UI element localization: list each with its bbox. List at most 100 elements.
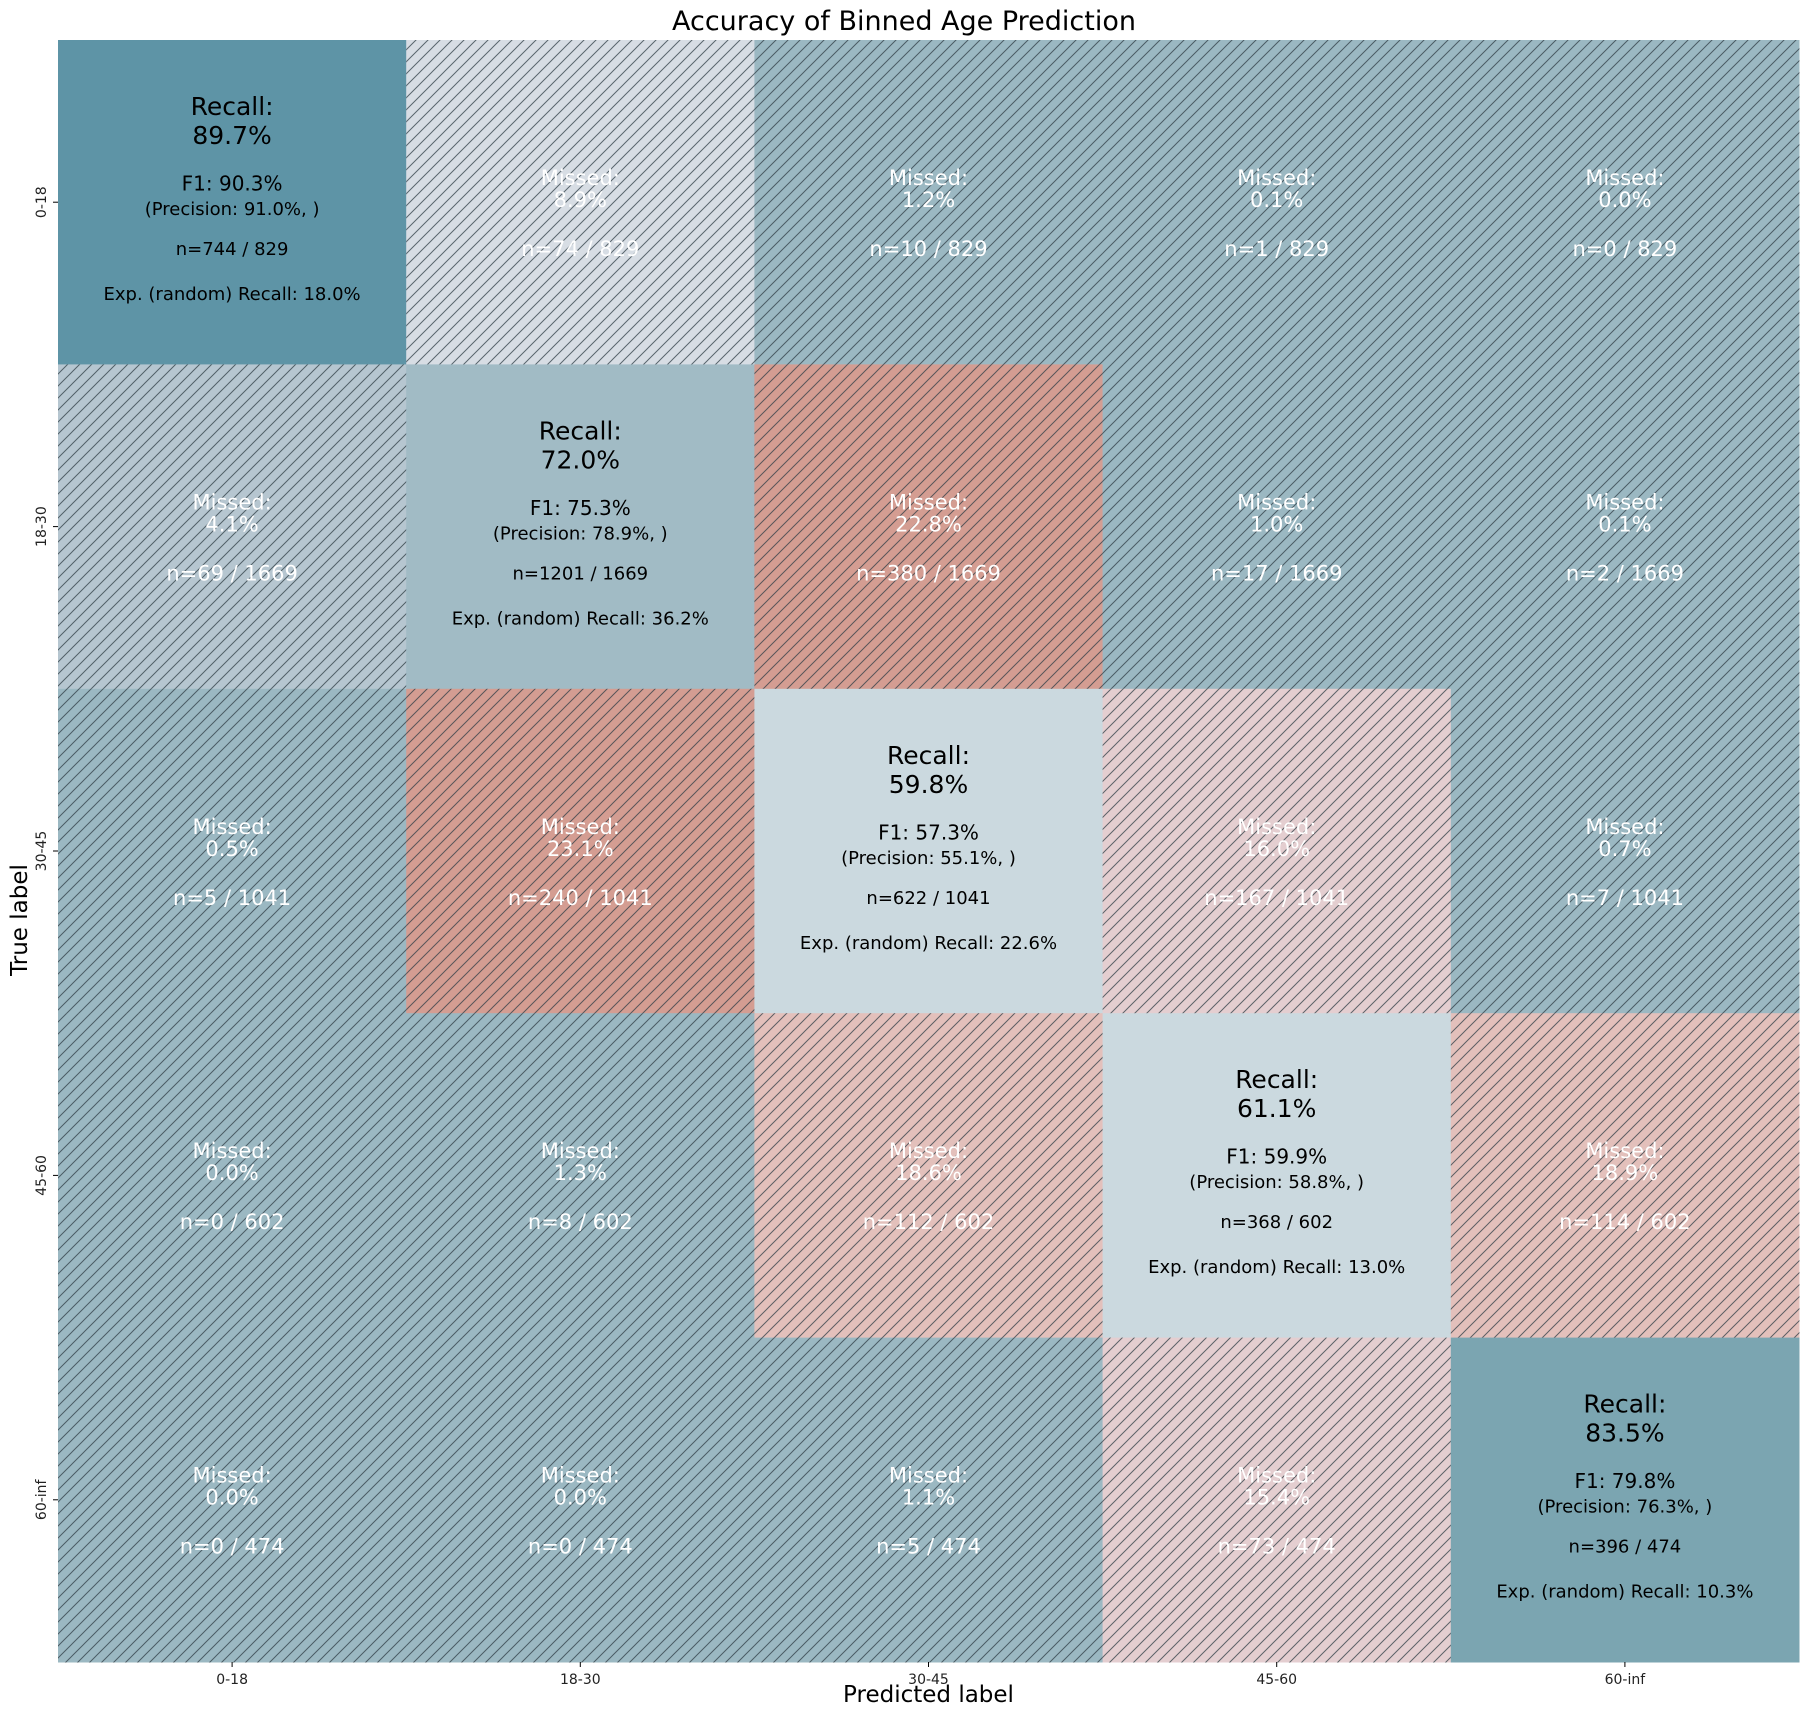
cell-hatch xyxy=(58,688,407,1014)
missed-label: Missed: xyxy=(541,166,620,190)
missed-label: Missed: xyxy=(1585,1139,1664,1163)
count-value: n=240 / 1041 xyxy=(508,886,653,910)
cell-hatch xyxy=(1102,1337,1452,1663)
heatmap-cell: Missed:4.1% n=69 / 1669 xyxy=(58,364,407,690)
cell-hatch xyxy=(406,1013,755,1339)
count-value: n=0 / 829 xyxy=(1573,237,1678,261)
heatmap-cell: Missed:15.4% n=73 / 474 xyxy=(1102,1337,1452,1663)
missed-label: Missed: xyxy=(889,166,968,190)
missed-value: 22.8% xyxy=(895,512,962,536)
count-value: n=5 / 1041 xyxy=(173,886,291,910)
f1-value: F1: 90.3% xyxy=(182,172,283,196)
missed-value: 0.1% xyxy=(1598,512,1651,536)
recall-value: 83.5% xyxy=(1585,1419,1664,1448)
recall-value: 61.1% xyxy=(1237,1094,1316,1123)
cell-hatch xyxy=(406,1337,755,1663)
expected-recall-value: Exp. (random) Recall: 36.2% xyxy=(452,608,709,629)
count-value: n=8 / 602 xyxy=(528,1210,633,1234)
recall-value: 72.0% xyxy=(541,445,620,474)
count-value: n=2 / 1669 xyxy=(1566,561,1684,585)
x-tick-label: 30-45 xyxy=(908,1672,949,1688)
missed-label: Missed: xyxy=(1237,1464,1316,1488)
heatmap-cell: Missed:18.9% n=114 / 602 xyxy=(1450,1013,1800,1339)
recall-label: Recall: xyxy=(887,741,970,770)
missed-label: Missed: xyxy=(1585,490,1664,514)
expected-recall-value: Exp. (random) Recall: 10.3% xyxy=(1496,1582,1753,1603)
count-value: n=5 / 474 xyxy=(876,1535,981,1559)
y-tick-label: 0-18 xyxy=(34,186,50,218)
cell-hatch xyxy=(406,688,755,1014)
x-axis-label: Predicted label xyxy=(843,1682,1014,1708)
missed-label: Missed: xyxy=(541,815,620,839)
cell-hatch xyxy=(58,1013,407,1339)
f1-value: F1: 57.3% xyxy=(878,820,979,844)
missed-value: 0.5% xyxy=(205,837,258,861)
count-value: n=0 / 474 xyxy=(528,1535,633,1559)
missed-value: 23.1% xyxy=(547,837,614,861)
missed-label: Missed: xyxy=(1237,815,1316,839)
missed-label: Missed: xyxy=(193,815,272,839)
count-value: n=10 / 829 xyxy=(869,237,987,261)
missed-value: 0.1% xyxy=(1250,188,1303,212)
recall-label: Recall: xyxy=(1583,1390,1666,1419)
count-value: n=112 / 602 xyxy=(863,1210,995,1234)
missed-value: 4.1% xyxy=(205,512,258,536)
x-tick-label: 60-inf xyxy=(1605,1672,1647,1688)
cell-hatch xyxy=(1450,688,1800,1014)
missed-value: 8.9% xyxy=(554,188,607,212)
missed-value: 0.0% xyxy=(205,1161,258,1185)
count-value: n=74 / 829 xyxy=(521,237,639,261)
heatmap-cell: Missed:1.3% n=8 / 602 xyxy=(406,1013,755,1339)
recall-value: 89.7% xyxy=(192,121,271,150)
cell-hatch xyxy=(1450,40,1800,365)
cell-hatch xyxy=(1450,364,1800,690)
count-value: n=396 / 474 xyxy=(1569,1537,1682,1558)
heatmap-cell: Missed:0.1% n=2 / 1669 xyxy=(1450,364,1800,690)
heatmap-cell: Missed:8.9% n=74 / 829 xyxy=(406,40,755,365)
count-value: n=1201 / 1669 xyxy=(512,563,648,584)
heatmap-cell: Missed:23.1% n=240 / 1041 xyxy=(406,688,755,1014)
count-value: n=622 / 1041 xyxy=(866,888,990,909)
missed-value: 1.2% xyxy=(902,188,955,212)
heatmap-cell: Missed:22.8% n=380 / 1669 xyxy=(754,364,1104,690)
heatmap-cell: Missed:0.7% n=7 / 1041 xyxy=(1450,688,1800,1014)
count-value: n=0 / 602 xyxy=(180,1210,285,1234)
heatmap-cell: Missed:18.6% n=112 / 602 xyxy=(754,1013,1104,1339)
precision-value: (Precision: 78.9%, ) xyxy=(493,523,668,544)
missed-value: 16.0% xyxy=(1243,837,1310,861)
heatmap-cell: Missed:1.2% n=10 / 829 xyxy=(754,40,1104,365)
cell-fill xyxy=(754,688,1104,1014)
heatmap-cell: Missed:1.1% n=5 / 474 xyxy=(754,1337,1104,1663)
count-value: n=0 / 474 xyxy=(180,1535,285,1559)
y-tick-label: 60-inf xyxy=(34,1478,50,1520)
cell-fill xyxy=(58,40,407,365)
missed-label: Missed: xyxy=(193,490,272,514)
cell-hatch xyxy=(58,1337,407,1663)
missed-label: Missed: xyxy=(889,1139,968,1163)
missed-label: Missed: xyxy=(193,1139,272,1163)
cell-hatch xyxy=(754,1013,1104,1339)
heatmap-cell: Missed:0.5% n=5 / 1041 xyxy=(58,688,407,1014)
missed-label: Missed: xyxy=(1237,490,1316,514)
missed-label: Missed: xyxy=(1237,166,1316,190)
x-tick-label: 0-18 xyxy=(216,1672,248,1688)
heatmap-cell: Recall:61.1% F1: 59.9% (Precision: 58.8%, … xyxy=(1102,1013,1452,1339)
y-tick-label: 30-45 xyxy=(34,831,50,872)
missed-value: 1.3% xyxy=(554,1161,607,1185)
heatmap-cell: Missed:0.0% n=0 / 474 xyxy=(406,1337,755,1663)
missed-label: Missed: xyxy=(541,1139,620,1163)
f1-value: F1: 79.8% xyxy=(1574,1469,1675,1493)
heatmap-cell: Recall:83.5% F1: 79.8% (Precision: 76.3%, … xyxy=(1450,1337,1800,1663)
missed-label: Missed: xyxy=(193,1464,272,1488)
recall-value: 59.8% xyxy=(889,770,968,799)
missed-label: Missed: xyxy=(889,1464,968,1488)
cell-hatch xyxy=(1102,364,1452,690)
heatmap-cell: Missed:1.0% n=17 / 1669 xyxy=(1102,364,1452,690)
count-value: n=167 / 1041 xyxy=(1204,886,1349,910)
heatmap-cell: Missed:0.0% n=0 / 602 xyxy=(58,1013,407,1339)
count-value: n=1 / 829 xyxy=(1224,237,1329,261)
heatmap-cell: Recall:89.7% F1: 90.3% (Precision: 91.0%, … xyxy=(58,40,407,365)
cell-fill xyxy=(1102,1013,1452,1339)
cell-hatch xyxy=(58,364,407,690)
heatmap-cell: Missed:0.0% n=0 / 474 xyxy=(58,1337,407,1663)
